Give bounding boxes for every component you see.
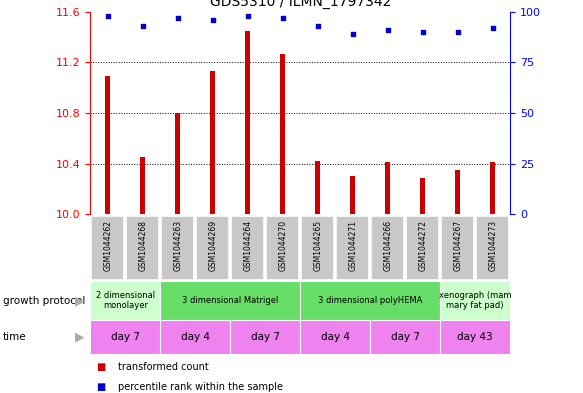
Text: percentile rank within the sample: percentile rank within the sample	[118, 382, 283, 392]
Bar	[175, 113, 181, 214]
Text: GSM1044267: GSM1044267	[453, 220, 462, 271]
Bar	[140, 157, 145, 214]
Bar	[420, 178, 426, 214]
Text: ■: ■	[96, 362, 106, 373]
Bar	[90, 320, 160, 354]
Text: ▶: ▶	[75, 331, 85, 343]
Text: GSM1044263: GSM1044263	[173, 220, 182, 271]
Text: GSM1044268: GSM1044268	[138, 220, 147, 270]
Bar	[196, 215, 229, 280]
Point	[348, 31, 357, 37]
Bar	[160, 320, 230, 354]
Bar	[490, 162, 495, 214]
Bar	[406, 215, 439, 280]
Point	[243, 13, 252, 19]
Point	[313, 23, 322, 29]
Text: 2 dimensional
monolayer: 2 dimensional monolayer	[96, 291, 155, 310]
Text: day 7: day 7	[111, 332, 140, 342]
Bar	[385, 162, 391, 214]
Text: day 4: day 4	[321, 332, 350, 342]
Text: day 4: day 4	[181, 332, 210, 342]
Text: GSM1044265: GSM1044265	[313, 220, 322, 271]
Text: 3 dimensional polyHEMA: 3 dimensional polyHEMA	[318, 296, 423, 305]
Bar	[440, 320, 510, 354]
Point	[488, 25, 497, 31]
Bar	[231, 215, 264, 280]
Text: transformed count: transformed count	[118, 362, 209, 373]
Bar	[280, 53, 285, 214]
Text: GSM1044270: GSM1044270	[278, 220, 287, 271]
Bar	[300, 320, 370, 354]
Text: day 7: day 7	[391, 332, 420, 342]
Bar	[455, 170, 460, 214]
Bar	[161, 215, 194, 280]
Point	[278, 15, 287, 21]
Text: ▶: ▶	[75, 294, 85, 307]
Bar	[370, 320, 440, 354]
Bar	[245, 31, 251, 214]
Point	[138, 23, 147, 29]
Point	[103, 13, 113, 19]
Point	[383, 27, 392, 33]
Bar	[266, 215, 299, 280]
Text: GSM1044269: GSM1044269	[208, 220, 217, 271]
Text: GSM1044262: GSM1044262	[103, 220, 113, 270]
Bar	[210, 71, 215, 214]
Point	[418, 29, 427, 35]
Bar	[160, 281, 300, 320]
Point	[453, 29, 462, 35]
Bar	[440, 281, 510, 320]
Bar	[230, 320, 300, 354]
Text: ■: ■	[96, 382, 106, 392]
Point	[173, 15, 182, 21]
Bar	[371, 215, 404, 280]
Text: growth protocol: growth protocol	[3, 296, 85, 306]
Text: day 7: day 7	[251, 332, 280, 342]
Bar	[476, 215, 509, 280]
Text: GSM1044264: GSM1044264	[243, 220, 252, 271]
Point	[208, 17, 217, 23]
Text: GSM1044272: GSM1044272	[418, 220, 427, 270]
Bar	[301, 215, 334, 280]
Bar	[105, 76, 111, 214]
Text: GSM1044266: GSM1044266	[383, 220, 392, 271]
Bar	[441, 215, 474, 280]
Text: 3 dimensional Matrigel: 3 dimensional Matrigel	[182, 296, 279, 305]
Text: time: time	[3, 332, 27, 342]
Text: GSM1044273: GSM1044273	[488, 220, 497, 271]
Title: GDS5310 / ILMN_1797342: GDS5310 / ILMN_1797342	[209, 0, 391, 9]
Text: GSM1044271: GSM1044271	[348, 220, 357, 270]
Bar	[127, 215, 159, 280]
Text: xenograph (mam
mary fat pad): xenograph (mam mary fat pad)	[439, 291, 511, 310]
Bar	[90, 281, 160, 320]
Bar	[336, 215, 369, 280]
Bar	[300, 281, 440, 320]
Bar	[315, 161, 321, 214]
Text: day 43: day 43	[457, 332, 493, 342]
Bar	[350, 176, 356, 214]
Bar	[92, 215, 124, 280]
